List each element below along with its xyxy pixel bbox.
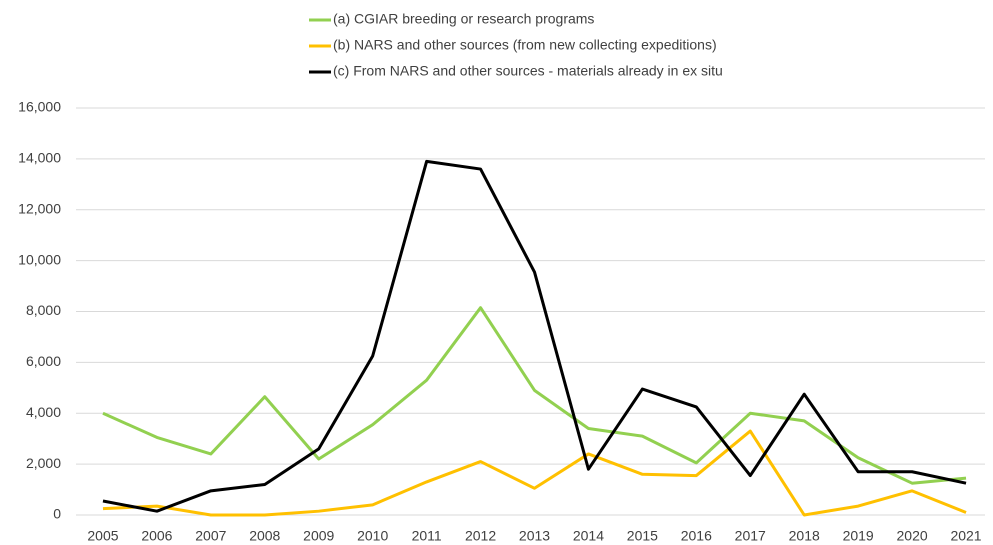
x-tick-label: 2010 bbox=[357, 528, 388, 544]
y-tick-label: 14,000 bbox=[18, 150, 61, 166]
x-tick-label: 2009 bbox=[303, 528, 334, 544]
x-tick-label: 2020 bbox=[897, 528, 928, 544]
x-tick-label: 2013 bbox=[519, 528, 550, 544]
y-tick-label: 0 bbox=[53, 506, 61, 522]
x-tick-label: 2021 bbox=[950, 528, 981, 544]
y-tick-label: 6,000 bbox=[26, 353, 61, 369]
x-tick-label: 2008 bbox=[249, 528, 280, 544]
series-line bbox=[102, 306, 967, 485]
x-tick-label: 2006 bbox=[141, 528, 172, 544]
y-tick-label: 12,000 bbox=[18, 200, 61, 216]
y-tick-label: 8,000 bbox=[26, 302, 61, 318]
x-tick-label: 2012 bbox=[465, 528, 496, 544]
x-tick-label: 2017 bbox=[735, 528, 766, 544]
legend-label: (b) NARS and other sources (from new col… bbox=[333, 37, 717, 53]
legend-label: (a) CGIAR breeding or research programs bbox=[333, 11, 594, 27]
x-tick-label: 2014 bbox=[573, 528, 604, 544]
x-tick-label: 2007 bbox=[195, 528, 226, 544]
y-tick-label: 4,000 bbox=[26, 404, 61, 420]
legend-label: (c) From NARS and other sources - materi… bbox=[333, 63, 723, 79]
x-tick-label: 2005 bbox=[87, 528, 118, 544]
x-tick-label: 2011 bbox=[412, 528, 442, 544]
y-tick-label: 16,000 bbox=[18, 99, 61, 115]
y-tick-label: 2,000 bbox=[26, 455, 61, 471]
x-tick-label: 2016 bbox=[681, 528, 712, 544]
x-tick-label: 2015 bbox=[627, 528, 658, 544]
x-tick-label: 2018 bbox=[789, 528, 820, 544]
series-line bbox=[102, 159, 967, 513]
y-tick-label: 10,000 bbox=[18, 251, 61, 267]
x-tick-label: 2019 bbox=[843, 528, 874, 544]
series-line bbox=[102, 429, 967, 517]
